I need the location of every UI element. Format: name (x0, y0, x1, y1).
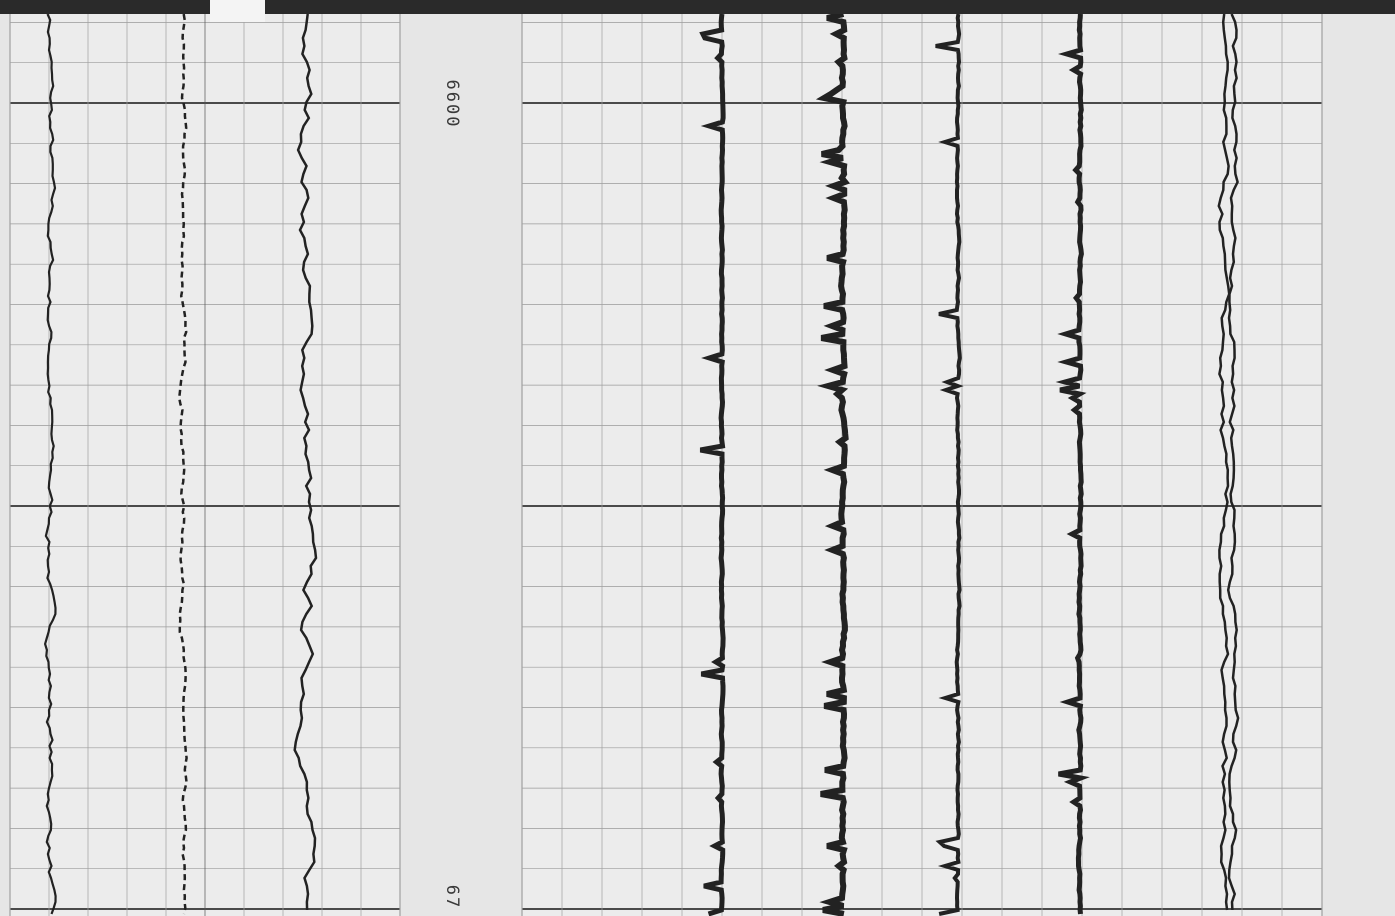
log-curve (1055, 13, 1090, 915)
log-curve (1226, 13, 1240, 911)
log-curve (935, 13, 964, 916)
log-curve (293, 13, 318, 911)
log-curve (1217, 13, 1231, 911)
log-curve (815, 11, 850, 916)
top-edge (0, 0, 1395, 14)
log-curve (177, 13, 188, 915)
curves (43, 11, 1240, 916)
log-curve (43, 13, 57, 915)
log-curve (699, 13, 726, 916)
depth-label: 67 (442, 885, 462, 909)
tear (210, 0, 265, 22)
depth-label: 6600 (442, 80, 462, 129)
